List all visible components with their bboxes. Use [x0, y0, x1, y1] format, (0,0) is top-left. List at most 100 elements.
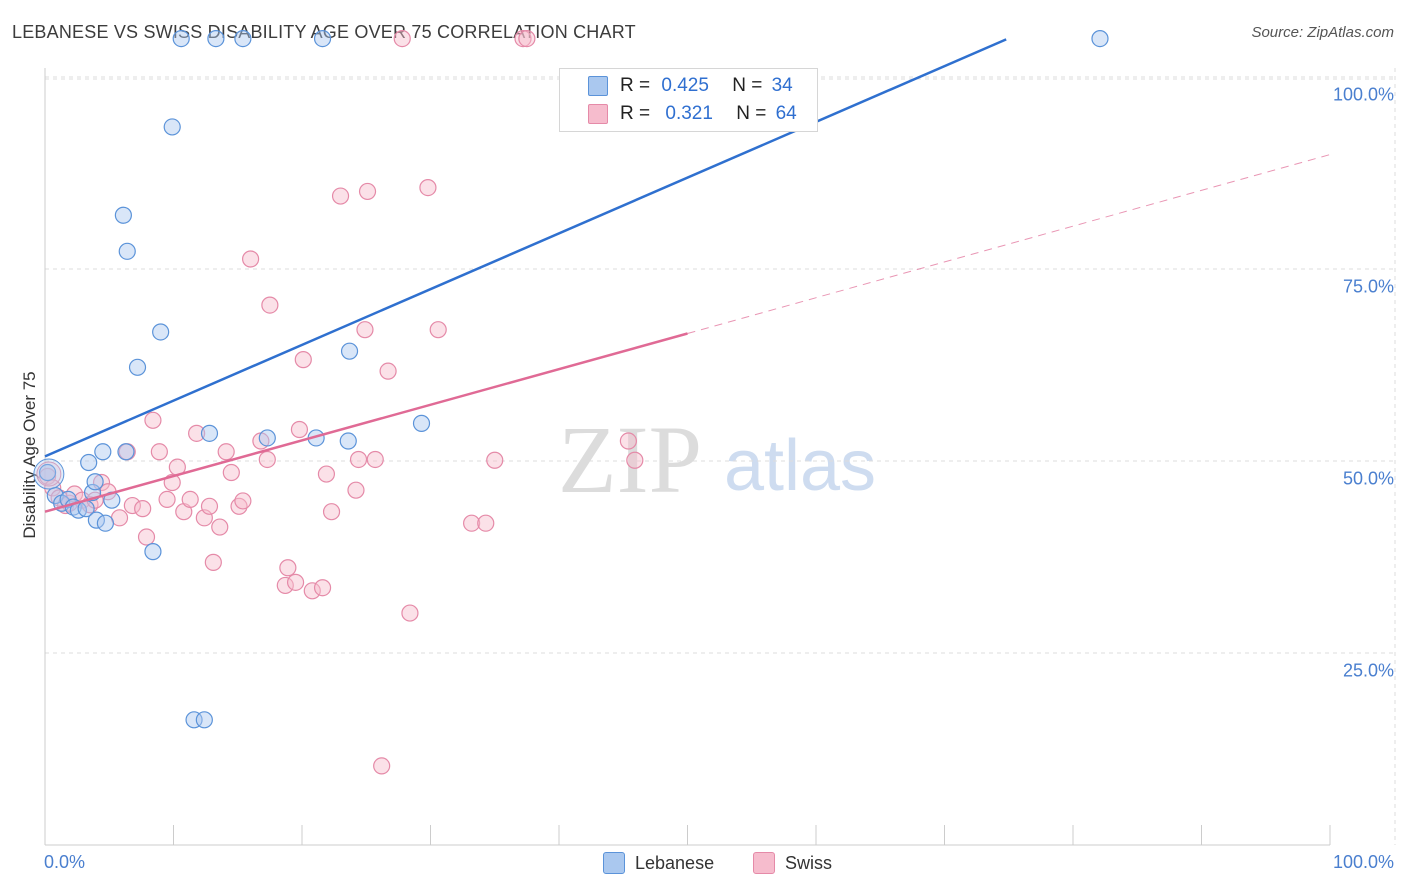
swiss-point	[477, 514, 495, 532]
swiss-point	[518, 29, 536, 48]
swiss-points	[36, 29, 644, 775]
lebanese-point	[234, 29, 252, 48]
lebanese-point	[128, 358, 147, 376]
stats-box: R = 0.425 N = 34 R = 0.321 N = 64	[559, 68, 818, 132]
swiss-point	[258, 450, 276, 469]
swiss-point	[373, 757, 391, 775]
legend-swiss[interactable]: Swiss	[753, 852, 832, 874]
lebanese-point	[152, 323, 170, 341]
swiss-point	[366, 450, 384, 469]
swiss-point	[379, 362, 397, 380]
swiss-trend-extension	[687, 154, 1331, 334]
swiss-point	[200, 497, 219, 515]
swiss-point	[419, 178, 437, 197]
trend-lines	[44, 38, 1331, 513]
swiss-point	[279, 559, 297, 577]
swiss-point	[486, 451, 504, 469]
watermark-atlas: atlas	[724, 426, 876, 506]
swiss-point	[358, 182, 377, 201]
swiss-point	[222, 463, 240, 482]
n-value: 34	[771, 75, 793, 96]
swiss-point	[276, 576, 294, 595]
lebanese-point	[86, 473, 104, 491]
swiss-point	[211, 518, 229, 536]
swiss-point	[331, 187, 350, 205]
swiss-point	[137, 528, 156, 546]
lebanese-point	[94, 443, 112, 461]
watermark-zip: ZIP	[558, 406, 702, 513]
swiss-legend-swatch	[753, 852, 775, 874]
swiss-point	[313, 579, 332, 597]
swiss-point	[429, 321, 447, 339]
swiss-point	[317, 465, 336, 483]
r-value: 0.425	[661, 75, 709, 96]
swiss-swatch	[588, 104, 608, 124]
y-tick-label: 50.0%	[1342, 468, 1394, 489]
y-tick-label: 75.0%	[1342, 276, 1394, 297]
swiss-point	[514, 29, 532, 48]
lebanese-point	[163, 118, 181, 136]
swiss-point	[144, 411, 162, 429]
lebanese-point	[38, 463, 57, 482]
lebanese-point	[207, 29, 225, 48]
legend-label-swiss: Swiss	[785, 852, 833, 873]
n-label: N =	[732, 75, 763, 96]
lebanese-point	[144, 543, 162, 561]
swiss-point	[349, 450, 368, 469]
swiss-point	[134, 500, 152, 518]
n-label: N =	[736, 103, 767, 124]
swiss-point	[188, 424, 206, 442]
lebanese-points	[33, 29, 1109, 729]
lebanese-point	[258, 429, 276, 447]
lebanese-point	[118, 242, 136, 260]
lebanese-point	[96, 514, 114, 532]
lebanese-point	[114, 206, 132, 224]
r-label: R =	[620, 103, 651, 124]
swiss-point	[234, 492, 252, 510]
swiss-point	[356, 321, 374, 339]
swiss-point	[150, 443, 168, 461]
r-label: R =	[620, 75, 651, 96]
source-label: Source: ZipAtlas.com	[1251, 24, 1394, 41]
lebanese-cluster-point	[33, 458, 65, 490]
lebanese-point	[200, 424, 219, 442]
swiss-point	[619, 432, 637, 450]
y-tick-label: 100.0%	[1332, 84, 1394, 105]
swiss-point	[303, 582, 321, 600]
lebanese-swatch	[588, 76, 608, 96]
axes	[44, 68, 1331, 846]
lebanese-point	[412, 414, 431, 432]
lebanese-point	[1091, 29, 1109, 48]
lebanese-point	[87, 511, 106, 529]
swiss-point	[242, 250, 260, 268]
swiss-point	[401, 604, 419, 622]
chart-title: LEBANESE VS SWISS DISABILITY AGE OVER 75…	[12, 22, 636, 42]
lebanese-point	[117, 443, 135, 461]
lebanese-trend-line	[44, 38, 1007, 458]
swiss-point	[626, 451, 644, 469]
x-tick-label-min: 0.0%	[44, 852, 86, 872]
swiss-point	[463, 514, 481, 532]
legend-label-lebanese: Lebanese	[635, 852, 715, 873]
swiss-trend-line	[44, 332, 688, 513]
swiss-point	[181, 490, 199, 508]
swiss-point	[286, 573, 305, 591]
swiss-point	[294, 351, 312, 369]
swiss-point	[322, 503, 341, 521]
lebanese-point	[195, 711, 213, 729]
lebanese-point	[172, 29, 190, 48]
r-value: 0.321	[665, 103, 713, 124]
swiss-point	[204, 553, 222, 571]
swiss-point	[217, 443, 235, 461]
swiss-point	[290, 420, 309, 439]
y-tick-label: 25.0%	[1342, 660, 1394, 681]
legend-lebanese[interactable]: Lebanese	[603, 852, 714, 874]
lebanese-point	[80, 453, 98, 472]
stats-row-swiss: R = 0.321 N = 64	[560, 100, 817, 128]
n-value: 64	[775, 103, 797, 124]
swiss-point	[393, 29, 411, 48]
lebanese-point	[339, 432, 357, 450]
lebanese-point	[313, 29, 332, 48]
swiss-point	[158, 490, 176, 508]
